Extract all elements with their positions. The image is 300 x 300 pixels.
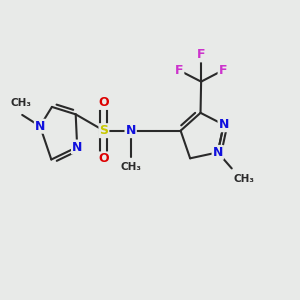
Text: N: N bbox=[72, 140, 83, 154]
Text: F: F bbox=[219, 64, 227, 77]
Text: F: F bbox=[175, 64, 183, 77]
Text: CH₃: CH₃ bbox=[233, 174, 254, 184]
Text: N: N bbox=[218, 118, 229, 131]
Text: O: O bbox=[99, 96, 109, 109]
Text: CH₃: CH₃ bbox=[120, 162, 141, 172]
Text: N: N bbox=[35, 120, 45, 133]
Text: N: N bbox=[213, 146, 223, 159]
Text: N: N bbox=[125, 124, 136, 137]
Text: S: S bbox=[99, 124, 108, 137]
Text: O: O bbox=[99, 152, 109, 165]
Text: F: F bbox=[197, 48, 206, 62]
Text: CH₃: CH₃ bbox=[10, 98, 31, 108]
